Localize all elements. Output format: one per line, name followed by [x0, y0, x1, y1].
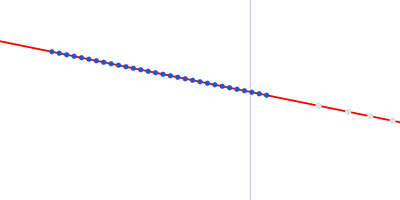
- Point: [256, 92, 262, 95]
- Point: [160, 73, 166, 76]
- Point: [264, 94, 270, 97]
- Point: [345, 110, 351, 113]
- Point: [115, 64, 122, 67]
- Point: [100, 61, 107, 64]
- Point: [167, 74, 174, 77]
- Point: [197, 80, 203, 83]
- Point: [56, 52, 62, 55]
- Point: [145, 70, 151, 73]
- Point: [64, 53, 70, 56]
- Point: [249, 91, 255, 94]
- Point: [182, 77, 188, 80]
- Point: [138, 68, 144, 71]
- Point: [219, 85, 226, 88]
- Point: [93, 59, 100, 62]
- Point: [367, 115, 374, 118]
- Point: [108, 62, 114, 65]
- Point: [86, 58, 92, 61]
- Point: [234, 88, 240, 91]
- Point: [130, 67, 136, 70]
- Point: [389, 119, 396, 122]
- Point: [49, 50, 55, 53]
- Point: [152, 71, 159, 74]
- Point: [123, 65, 129, 68]
- Point: [78, 56, 85, 59]
- Point: [189, 79, 196, 82]
- Point: [315, 104, 322, 107]
- Point: [241, 89, 248, 92]
- Point: [212, 83, 218, 86]
- Point: [226, 86, 233, 89]
- Point: [174, 76, 181, 79]
- Point: [71, 55, 77, 58]
- Point: [204, 82, 211, 85]
